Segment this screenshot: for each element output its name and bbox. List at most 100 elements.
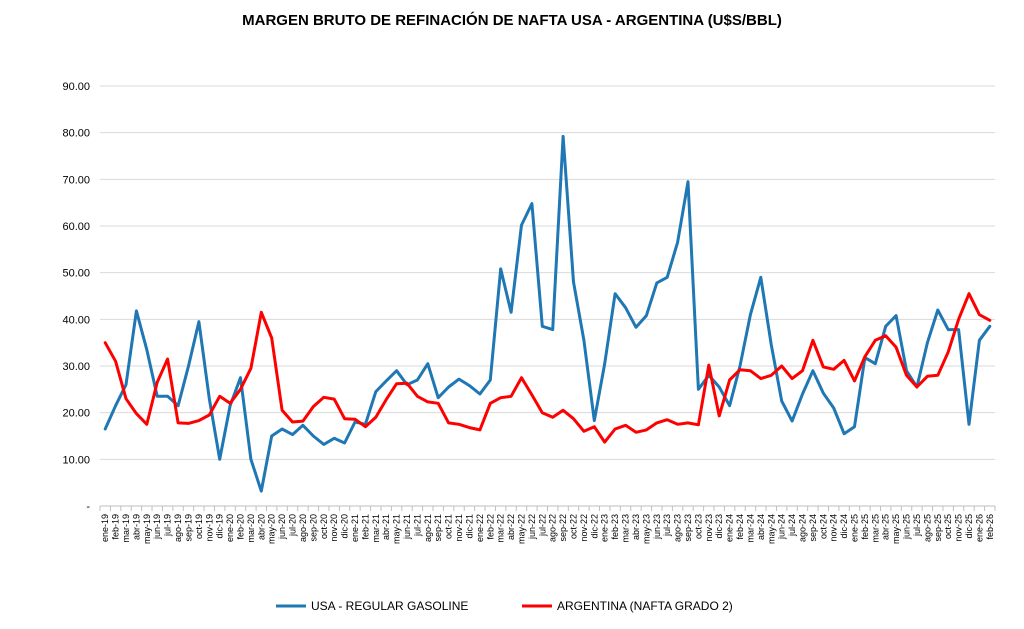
x-tick-label: jun-24 xyxy=(777,514,787,540)
x-tick-label: mar-25 xyxy=(870,514,880,543)
x-tick-label: nov-23 xyxy=(704,514,714,542)
x-tick-label: feb-19 xyxy=(111,514,121,540)
x-tick-label: dic-22 xyxy=(589,514,599,539)
x-tick-label: mar-19 xyxy=(121,514,131,543)
x-tick-layer: ene-19 feb-19 mar-19 abr-19 may-19 jun-19 jul-… xyxy=(99,506,996,544)
x-tick-label: jun-20 xyxy=(277,514,287,540)
x-tick-label: nov-24 xyxy=(829,514,839,542)
x-tick-label: may-20 xyxy=(267,514,277,544)
x-tick-label: abr-22 xyxy=(506,514,516,540)
grid-layer xyxy=(100,85,995,460)
x-tick-label: ene-24 xyxy=(725,514,735,542)
series-layer xyxy=(103,134,992,493)
x-tick-label: jul-20 xyxy=(288,514,298,537)
y-tick-label: 10.00 xyxy=(62,454,90,466)
x-tick-label: dic-25 xyxy=(964,514,974,539)
chart-title: MARGEN BRUTO DE REFINACIÓN DE NAFTA USA … xyxy=(242,12,782,29)
x-tick-label: dic-23 xyxy=(714,514,724,539)
x-tick-label: ene-22 xyxy=(475,514,485,542)
y-tick-label: 50.00 xyxy=(62,268,90,280)
x-tick-label: may-24 xyxy=(766,514,776,544)
x-tick-label: may-19 xyxy=(142,514,152,544)
x-tick-label: mar-24 xyxy=(745,514,755,543)
x-tick-label: jul-19 xyxy=(163,514,173,537)
x-tick-label: abr-19 xyxy=(131,514,141,540)
x-tick-label: jul-23 xyxy=(662,514,672,537)
legend-label-0: USA - REGULAR GASOLINE xyxy=(311,599,468,613)
series-line-0 xyxy=(103,134,992,493)
x-tick-label: jun-21 xyxy=(402,514,412,540)
x-tick-label: may-21 xyxy=(392,514,402,544)
x-tick-label: ago-24 xyxy=(797,514,807,542)
x-tick-label: oct-21 xyxy=(444,514,454,539)
x-tick-label: mar-22 xyxy=(496,514,506,543)
x-tick-label: nov-22 xyxy=(579,514,589,542)
x-tick-label: jun-25 xyxy=(902,514,912,540)
y-tick-label: 90.00 xyxy=(62,81,90,93)
y-tick-label: - xyxy=(86,501,90,513)
x-tick-label: may-25 xyxy=(891,514,901,544)
x-tick-label: abr-23 xyxy=(631,514,641,540)
x-tick-label: ago-20 xyxy=(298,514,308,542)
x-tick-label: mar-20 xyxy=(246,514,256,543)
x-tick-label: ene-21 xyxy=(350,514,360,542)
y-tick-label: 40.00 xyxy=(62,314,90,326)
x-tick-label: dic-19 xyxy=(215,514,225,539)
x-tick-label: ene-20 xyxy=(225,514,235,542)
x-tick-label: ago-23 xyxy=(673,514,683,542)
x-tick-label: ene-23 xyxy=(600,514,610,542)
y-tick-label: 60.00 xyxy=(62,221,90,233)
x-tick-label: sep-21 xyxy=(433,514,443,542)
legend: USA - REGULAR GASOLINE ARGENTINA (NAFTA G… xyxy=(276,599,733,613)
x-tick-label: may-22 xyxy=(516,514,526,544)
x-tick-label: ene-19 xyxy=(100,514,110,542)
x-tick-label: jul-22 xyxy=(537,514,547,537)
x-tick-label: ago-22 xyxy=(548,514,558,542)
x-tick-label: ago-21 xyxy=(423,514,433,542)
x-tick-label: ene-26 xyxy=(974,514,984,542)
x-tick-label: mar-21 xyxy=(371,514,381,543)
x-tick-label: nov-19 xyxy=(204,514,214,542)
x-tick-label: dic-24 xyxy=(839,514,849,539)
x-tick-label: sep-19 xyxy=(183,514,193,542)
axis-layer: - 10.00 20.00 30.00 40.00 50.00 60.00 70.00 80.0… xyxy=(62,81,995,513)
x-tick-label: jun-22 xyxy=(527,514,537,540)
y-tick-label: 30.00 xyxy=(62,361,90,373)
y-tick-label: 70.00 xyxy=(62,174,90,186)
x-tick-label: oct-20 xyxy=(319,514,329,539)
x-tick-label: feb-23 xyxy=(610,514,620,540)
x-tick-label: oct-23 xyxy=(693,514,703,539)
x-tick-label: feb-24 xyxy=(735,514,745,540)
x-tick-label: jul-24 xyxy=(787,514,797,537)
x-tick-label: sep-24 xyxy=(808,514,818,542)
x-tick-label: dic-20 xyxy=(340,514,350,539)
x-tick-label: feb-25 xyxy=(860,514,870,540)
x-tick-label: dic-21 xyxy=(464,514,474,539)
x-tick-label: abr-24 xyxy=(756,514,766,540)
x-tick-label: feb-20 xyxy=(235,514,245,540)
x-tick-label: may-23 xyxy=(641,514,651,544)
x-tick-label: abr-25 xyxy=(881,514,891,540)
x-tick-label: ago-25 xyxy=(922,514,932,542)
x-tick-label: ene-25 xyxy=(850,514,860,542)
x-tick-label: ago-19 xyxy=(173,514,183,542)
y-tick-label: 20.00 xyxy=(62,408,90,420)
x-tick-label: oct-25 xyxy=(943,514,953,539)
x-tick-label: sep-25 xyxy=(933,514,943,542)
y-tick-label: 80.00 xyxy=(62,128,90,140)
x-tick-label: feb-26 xyxy=(985,514,995,540)
x-tick-label: jul-21 xyxy=(412,514,422,537)
x-tick-label: nov-20 xyxy=(329,514,339,542)
x-tick-label: nov-21 xyxy=(454,514,464,542)
x-tick-label: jun-23 xyxy=(652,514,662,540)
x-tick-label: sep-23 xyxy=(683,514,693,542)
x-tick-label: oct-22 xyxy=(569,514,579,539)
x-tick-label: sep-20 xyxy=(308,514,318,542)
x-tick-label: mar-23 xyxy=(621,514,631,543)
x-tick-label: jun-19 xyxy=(152,514,162,540)
series-line-1 xyxy=(103,292,992,444)
x-tick-label: feb-22 xyxy=(485,514,495,540)
x-tick-label: jul-25 xyxy=(912,514,922,537)
